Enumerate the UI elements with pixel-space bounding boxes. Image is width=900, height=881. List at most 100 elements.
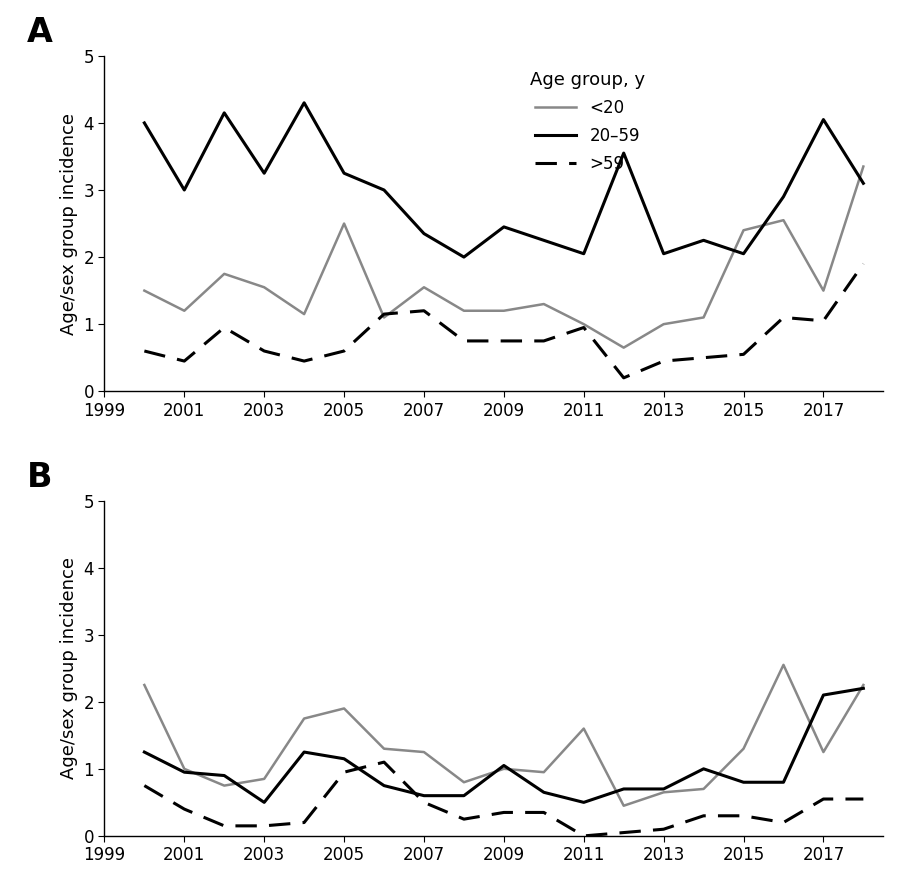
<20: [499, 764, 509, 774]
<20: [658, 787, 669, 797]
<20: [618, 343, 629, 353]
<20: [299, 714, 310, 724]
<20: [618, 801, 629, 811]
20–59: [379, 185, 390, 196]
Line: >59: >59: [144, 762, 863, 836]
20–59: [858, 178, 868, 189]
>59: [538, 336, 549, 346]
>59: [658, 824, 669, 834]
20–59: [259, 168, 270, 179]
Y-axis label: Age/sex group incidence: Age/sex group incidence: [59, 113, 77, 335]
>59: [418, 306, 429, 316]
<20: [418, 747, 429, 758]
20–59: [299, 98, 310, 108]
<20: [219, 781, 230, 791]
20–59: [139, 118, 149, 129]
<20: [698, 784, 709, 795]
>59: [259, 345, 270, 356]
>59: [219, 322, 230, 333]
>59: [738, 811, 749, 821]
<20: [379, 312, 390, 322]
20–59: [579, 248, 590, 259]
>59: [818, 315, 829, 326]
<20: [858, 680, 868, 691]
>59: [179, 803, 190, 814]
<20: [538, 299, 549, 309]
<20: [579, 723, 590, 734]
<20: [738, 225, 749, 235]
>59: [219, 820, 230, 831]
>59: [818, 794, 829, 804]
<20: [379, 744, 390, 754]
Text: A: A: [26, 16, 52, 49]
<20: [259, 774, 270, 784]
<20: [338, 703, 349, 714]
>59: [259, 820, 270, 831]
<20: [139, 680, 149, 691]
Line: >59: >59: [144, 263, 863, 378]
<20: [458, 777, 469, 788]
<20: [338, 218, 349, 229]
20–59: [698, 764, 709, 774]
>59: [338, 345, 349, 356]
20–59: [538, 787, 549, 797]
20–59: [738, 248, 749, 259]
>59: [379, 309, 390, 320]
20–59: [818, 115, 829, 125]
Line: 20–59: 20–59: [144, 103, 863, 257]
>59: [778, 818, 789, 828]
20–59: [738, 777, 749, 788]
20–59: [139, 747, 149, 758]
<20: [499, 306, 509, 316]
>59: [778, 312, 789, 322]
<20: [658, 319, 669, 329]
20–59: [338, 168, 349, 179]
<20: [139, 285, 149, 296]
>59: [139, 345, 149, 356]
>59: [618, 373, 629, 383]
>59: [499, 336, 509, 346]
20–59: [379, 781, 390, 791]
>59: [299, 818, 310, 828]
20–59: [778, 191, 789, 202]
>59: [738, 349, 749, 359]
<20: [259, 282, 270, 292]
20–59: [179, 766, 190, 777]
<20: [219, 269, 230, 279]
Line: <20: <20: [144, 665, 863, 806]
>59: [538, 807, 549, 818]
20–59: [338, 753, 349, 764]
<20: [778, 660, 789, 670]
<20: [858, 161, 868, 172]
>59: [579, 322, 590, 333]
20–59: [219, 770, 230, 781]
>59: [139, 781, 149, 791]
20–59: [698, 235, 709, 246]
>59: [698, 811, 709, 821]
20–59: [259, 797, 270, 808]
20–59: [418, 228, 429, 239]
<20: [179, 306, 190, 316]
Y-axis label: Age/sex group incidence: Age/sex group incidence: [59, 557, 77, 779]
>59: [379, 757, 390, 767]
<20: [738, 744, 749, 754]
>59: [418, 797, 429, 808]
>59: [179, 356, 190, 366]
<20: [299, 309, 310, 320]
Line: <20: <20: [144, 167, 863, 348]
<20: [458, 306, 469, 316]
20–59: [299, 747, 310, 758]
20–59: [618, 784, 629, 795]
<20: [418, 282, 429, 292]
20–59: [579, 797, 590, 808]
>59: [338, 766, 349, 777]
<20: [818, 285, 829, 296]
>59: [499, 807, 509, 818]
20–59: [778, 777, 789, 788]
20–59: [618, 148, 629, 159]
20–59: [499, 760, 509, 771]
20–59: [818, 690, 829, 700]
>59: [858, 258, 868, 269]
20–59: [538, 235, 549, 246]
Legend: <20, 20–59, >59: <20, 20–59, >59: [530, 70, 645, 173]
